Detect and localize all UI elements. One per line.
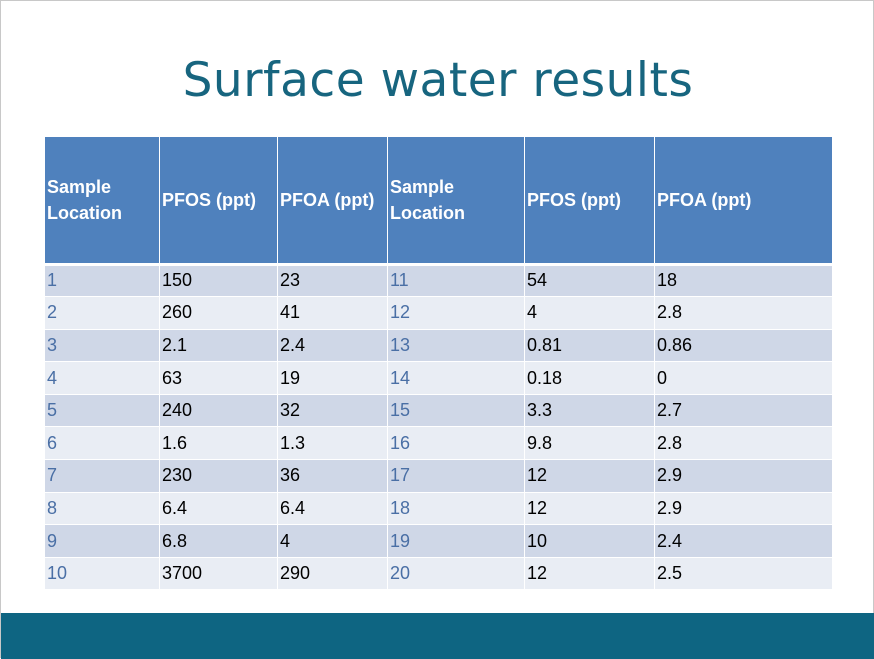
- cell-pfoa-1: 4: [277, 524, 388, 558]
- table-row: 2 260 41 12 4 2.8: [44, 296, 833, 330]
- cell-pfos-2: 12: [524, 557, 655, 591]
- cell-pfoa-2: 0: [654, 361, 833, 395]
- cell-pfoa-1: 32: [277, 394, 388, 428]
- cell-pfoa-2: 2.8: [654, 296, 833, 330]
- cell-sample-location-2: 19: [387, 524, 525, 558]
- cell-pfoa-2: 2.9: [654, 459, 833, 493]
- footer-bar: [1, 613, 874, 659]
- table-row: 7 230 36 17 12 2.9: [44, 459, 833, 493]
- cell-pfoa-2: 2.8: [654, 426, 833, 461]
- cell-pfos-2: 12: [524, 492, 655, 526]
- slide-title: Surface water results: [182, 53, 694, 108]
- cell-sample-location-2: 18: [387, 492, 525, 526]
- cell-pfoa-1: 36: [277, 459, 388, 493]
- cell-pfos-2: 9.8: [524, 426, 655, 461]
- cell-sample-location-2: 20: [387, 557, 525, 591]
- cell-pfos-2: 54: [524, 264, 655, 298]
- cell-sample-location-1: 4: [44, 361, 160, 395]
- cell-pfos-1: 2.1: [159, 329, 278, 363]
- table-body: 1 150 23 11 54 18 2 260 41 12 4 2.8 3 2.1 2.4 13 0.81 0.8…: [44, 264, 833, 591]
- cell-sample-location-1: 3: [44, 329, 160, 363]
- table-row: 8 6.4 6.4 18 12 2.9: [44, 492, 833, 526]
- cell-pfos-2: 4: [524, 296, 655, 330]
- cell-pfoa-2: 2.5: [654, 557, 833, 591]
- cell-pfoa-1: 1.3: [277, 426, 388, 461]
- cell-pfos-2: 12: [524, 459, 655, 493]
- cell-pfoa-2: 2.4: [654, 524, 833, 558]
- cell-sample-location-2: 14: [387, 361, 525, 395]
- cell-pfos-2: 0.81: [524, 329, 655, 363]
- cell-sample-location-1: 8: [44, 492, 160, 526]
- cell-pfos-1: 6.4: [159, 492, 278, 526]
- table-row: 5 240 32 15 3.3 2.7: [44, 394, 833, 428]
- cell-pfoa-2: 2.9: [654, 492, 833, 526]
- cell-sample-location-1: 5: [44, 394, 160, 428]
- cell-pfoa-1: 290: [277, 557, 388, 591]
- cell-pfos-2: 10: [524, 524, 655, 558]
- cell-pfoa-1: 23: [277, 264, 388, 298]
- cell-pfos-1: 230: [159, 459, 278, 493]
- table-header-row: Sample Location PFOS (ppt) PFOA (ppt) Sa…: [44, 137, 833, 266]
- cell-sample-location-1: 10: [44, 557, 160, 591]
- table-row: 4 63 19 14 0.18 0: [44, 361, 833, 395]
- cell-pfoa-1: 19: [277, 361, 388, 395]
- cell-sample-location-2: 15: [387, 394, 525, 428]
- cell-sample-location-2: 12: [387, 296, 525, 330]
- cell-sample-location-1: 1: [44, 264, 160, 298]
- cell-pfoa-2: 18: [654, 264, 833, 298]
- header-pfos-1: PFOS (ppt): [159, 137, 278, 266]
- cell-sample-location-1: 7: [44, 459, 160, 493]
- cell-pfos-1: 6.8: [159, 524, 278, 558]
- cell-pfos-1: 63: [159, 361, 278, 395]
- cell-sample-location-2: 17: [387, 459, 525, 493]
- surface-water-results-table: Sample Location PFOS (ppt) PFOA (ppt) Sa…: [44, 137, 833, 591]
- cell-sample-location-1: 9: [44, 524, 160, 558]
- cell-sample-location-1: 2: [44, 296, 160, 330]
- cell-pfoa-1: 41: [277, 296, 388, 330]
- cell-pfos-1: 150: [159, 264, 278, 298]
- cell-pfos-1: 240: [159, 394, 278, 428]
- table-row: 9 6.8 4 19 10 2.4: [44, 524, 833, 558]
- cell-pfoa-1: 6.4: [277, 492, 388, 526]
- table-row: 3 2.1 2.4 13 0.81 0.86: [44, 329, 833, 363]
- header-sample-location-1: Sample Location: [44, 137, 160, 266]
- header-pfoa-1: PFOA (ppt): [277, 137, 388, 266]
- cell-pfos-1: 3700: [159, 557, 278, 591]
- cell-pfos-1: 260: [159, 296, 278, 330]
- cell-pfoa-2: 2.7: [654, 394, 833, 428]
- cell-sample-location-2: 13: [387, 329, 525, 363]
- table-row: 10 3700 290 20 12 2.5: [44, 557, 833, 591]
- cell-sample-location-2: 11: [387, 264, 525, 298]
- header-pfos-2: PFOS (ppt): [524, 137, 655, 266]
- table-row: 6 1.6 1.3 16 9.8 2.8: [44, 426, 833, 461]
- cell-sample-location-1: 6: [44, 426, 160, 461]
- cell-pfos-2: 3.3: [524, 394, 655, 428]
- cell-pfos-2: 0.18: [524, 361, 655, 395]
- header-sample-location-2: Sample Location: [387, 137, 525, 266]
- cell-sample-location-2: 16: [387, 426, 525, 461]
- cell-pfos-1: 1.6: [159, 426, 278, 461]
- cell-pfoa-2: 0.86: [654, 329, 833, 363]
- header-pfoa-2: PFOA (ppt): [654, 137, 833, 266]
- table-row: 1 150 23 11 54 18: [44, 264, 833, 298]
- cell-pfoa-1: 2.4: [277, 329, 388, 363]
